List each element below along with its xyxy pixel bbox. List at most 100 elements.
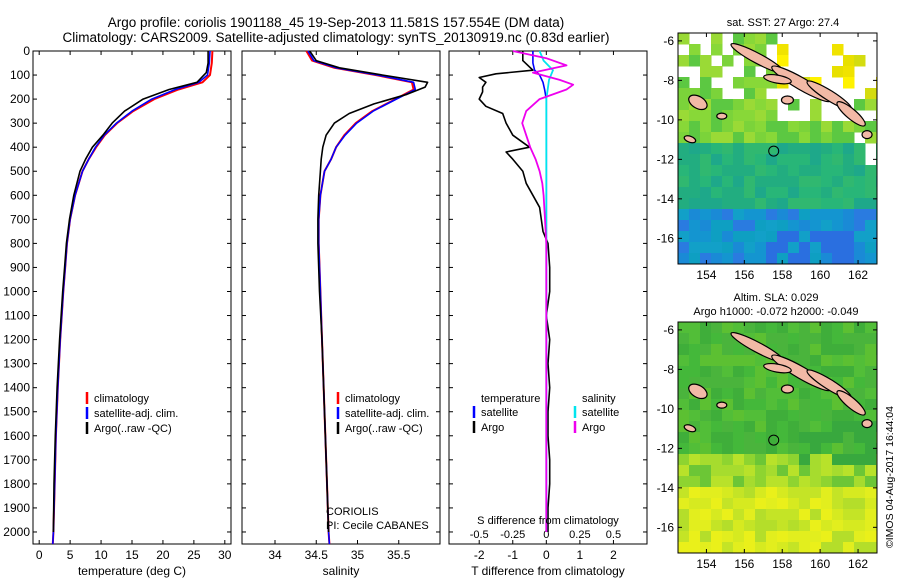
map-cell xyxy=(689,487,701,499)
map-cell xyxy=(755,253,767,264)
map-cell xyxy=(766,454,778,466)
map-cell xyxy=(733,498,745,510)
map-cell xyxy=(821,366,833,378)
map-cell xyxy=(722,154,734,166)
map-cell xyxy=(810,344,822,356)
map-cell xyxy=(689,531,701,543)
map-cell xyxy=(843,176,855,188)
map-cell xyxy=(854,187,866,199)
map-cell xyxy=(821,154,833,166)
map-cell xyxy=(766,355,778,367)
map-cell xyxy=(865,498,877,510)
map-cell xyxy=(832,220,844,232)
map-cell xyxy=(854,531,866,543)
map-cell xyxy=(711,542,723,553)
map-cell xyxy=(865,231,877,243)
map-cell xyxy=(689,165,701,177)
map-cell xyxy=(700,509,712,521)
map-cell xyxy=(832,154,844,166)
map-cell xyxy=(777,44,789,56)
map-cell xyxy=(711,344,723,356)
map-cell xyxy=(678,110,690,122)
map-cell xyxy=(777,388,789,400)
map-cell xyxy=(733,231,745,243)
map-cell xyxy=(689,432,701,444)
map-cell xyxy=(689,542,701,553)
map-cell xyxy=(711,187,723,199)
map-cell xyxy=(777,55,789,67)
map-cell xyxy=(876,209,877,221)
map-cell xyxy=(843,498,855,510)
map-cell xyxy=(711,242,723,254)
map-cell xyxy=(810,487,822,499)
map-cell xyxy=(733,121,745,133)
map-cell xyxy=(876,231,877,243)
map-cell xyxy=(755,198,767,210)
map-cell xyxy=(689,121,701,133)
map-y-tick-label: -6 xyxy=(663,323,674,337)
map-cell xyxy=(678,487,690,499)
map-cell xyxy=(777,165,789,177)
map-y-tick-label: -16 xyxy=(657,520,675,534)
map-y-tick-label: -8 xyxy=(663,362,674,376)
map-cell xyxy=(788,344,800,356)
map-cell xyxy=(766,465,778,477)
map-cell xyxy=(733,421,745,433)
map-cell xyxy=(700,154,712,166)
map-cell xyxy=(788,253,800,264)
map-cell xyxy=(810,421,822,433)
map-cell xyxy=(821,421,833,433)
map-cell xyxy=(777,231,789,243)
map-cell xyxy=(865,399,877,411)
map-cell xyxy=(766,432,778,444)
map-cell xyxy=(744,388,756,400)
map-cell xyxy=(876,253,877,264)
map-cell xyxy=(700,344,712,356)
map-cell xyxy=(865,333,877,345)
map-cell xyxy=(722,377,734,389)
map-cell xyxy=(678,388,690,400)
map-cell xyxy=(678,99,690,111)
x-tick-label: 10 xyxy=(94,548,108,562)
map-cell xyxy=(799,253,811,264)
map-cell xyxy=(843,542,855,553)
map-cell xyxy=(733,322,745,334)
map-cell xyxy=(799,143,811,155)
map-cell xyxy=(843,366,855,378)
map-cell xyxy=(843,187,855,199)
map-cell xyxy=(711,198,723,210)
map-cell xyxy=(821,432,833,444)
map-cell xyxy=(821,220,833,232)
map-cell xyxy=(766,509,778,521)
map-cell xyxy=(689,154,701,166)
salinity-xlabel: salinity xyxy=(323,564,360,578)
map-cell xyxy=(799,399,811,411)
difference-panel xyxy=(448,50,648,545)
map-cell xyxy=(744,498,756,510)
map-cell xyxy=(733,410,745,422)
map-cell xyxy=(678,165,690,177)
map-cell xyxy=(788,187,800,199)
map-cell xyxy=(722,165,734,177)
map-cell xyxy=(854,231,866,243)
map-cell xyxy=(810,443,822,455)
map-x-tick-label: 158 xyxy=(772,268,792,282)
map-cell xyxy=(689,443,701,455)
map-y-tick-label: -12 xyxy=(657,441,675,455)
map-cell xyxy=(678,333,690,345)
island xyxy=(683,135,697,144)
map-cell xyxy=(810,176,822,188)
map-cell xyxy=(777,253,789,264)
map-cell xyxy=(700,399,712,411)
map-cell xyxy=(722,465,734,477)
map-cell xyxy=(799,465,811,477)
legend-argo: Argo(..raw -QC) xyxy=(94,423,172,435)
difference-lines xyxy=(478,50,575,532)
map-cell xyxy=(744,231,756,243)
legend3-s-satellite: satellite xyxy=(582,407,619,419)
map-cell xyxy=(755,143,767,155)
map-cell xyxy=(799,154,811,166)
map-cell xyxy=(832,322,844,334)
map-cell xyxy=(733,520,745,532)
